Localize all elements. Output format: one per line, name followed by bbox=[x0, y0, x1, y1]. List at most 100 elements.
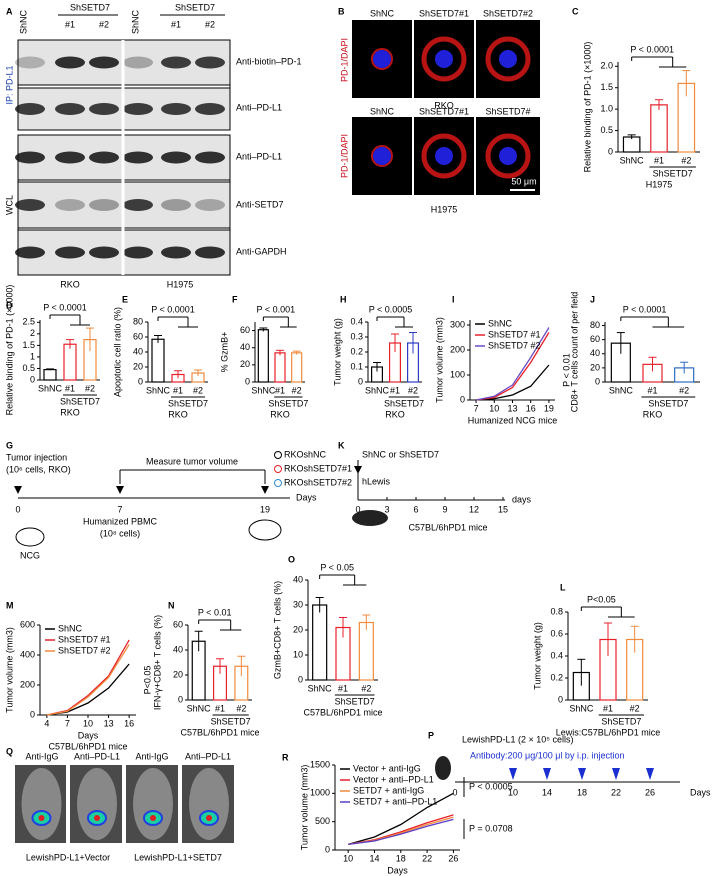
x-tick-label: #1 bbox=[215, 703, 225, 713]
blot-band bbox=[161, 56, 191, 69]
nucleus bbox=[435, 50, 453, 68]
y-tick-label: 40 bbox=[240, 342, 250, 352]
y-tick-label: 1 bbox=[30, 351, 35, 361]
label: Anti-biotin–PD-1 bbox=[236, 56, 302, 66]
label: NCG bbox=[20, 550, 40, 560]
y-tick-label: 0 bbox=[138, 376, 143, 386]
x-tick-label: 13 bbox=[104, 718, 114, 728]
legend-label: Vector + anti-IgG bbox=[353, 763, 421, 773]
x-axis-label: Humanized NCG mice bbox=[468, 415, 558, 425]
blot-band bbox=[55, 199, 85, 211]
blot-band bbox=[195, 103, 225, 115]
x-tick-label: #1 bbox=[647, 385, 657, 395]
label: ShNC bbox=[130, 10, 140, 35]
x-tick-label: #2 bbox=[361, 683, 371, 693]
legend-label: SETD7 + anti–PD-L1 bbox=[353, 796, 437, 806]
label: 50 μm bbox=[511, 176, 536, 186]
x-tick-label: ShNC bbox=[609, 385, 634, 395]
mouse-body bbox=[133, 768, 173, 840]
x-tick-label: 13 bbox=[507, 403, 517, 413]
label: 0 bbox=[355, 504, 360, 514]
y-axis-label: Tumor weight (g) bbox=[332, 318, 342, 386]
label: 9 bbox=[442, 504, 447, 514]
x-tick-label: 14 bbox=[369, 853, 379, 863]
cell-membrane bbox=[485, 36, 531, 82]
blot-band bbox=[15, 246, 45, 259]
legend-label: SETD7 + anti-IgG bbox=[353, 785, 424, 795]
signal-core bbox=[150, 815, 156, 821]
label: (10⁶ cells, RKO) bbox=[6, 464, 71, 474]
sublabel: RKO bbox=[385, 409, 405, 419]
label: Anti-IgG bbox=[135, 751, 168, 761]
cell-membrane bbox=[371, 145, 393, 167]
panel-letter: P bbox=[428, 730, 434, 740]
blot-band bbox=[89, 56, 119, 69]
label: 19 bbox=[260, 504, 270, 514]
y-tick-label: 0 bbox=[460, 394, 465, 404]
y-tick-label: 0.6 bbox=[550, 628, 563, 638]
x-tick-label: ShNC bbox=[251, 385, 276, 395]
label: WCL bbox=[4, 195, 14, 215]
blot-band bbox=[15, 151, 45, 164]
bar bbox=[151, 338, 165, 383]
x-tick-label: #1 bbox=[338, 683, 348, 693]
label: 7 bbox=[117, 504, 122, 514]
sublabel: C57BL/6hPD1 mice bbox=[48, 741, 127, 751]
x-tick-label: #1 bbox=[654, 155, 664, 165]
y-tick-label: 300 bbox=[450, 319, 465, 329]
y-tick-label: 2.5 bbox=[22, 317, 35, 327]
injection-mark bbox=[646, 768, 654, 780]
panel-letter: D bbox=[6, 300, 13, 310]
label: Days bbox=[690, 787, 711, 797]
mouse bbox=[352, 510, 388, 526]
signal-core bbox=[94, 815, 100, 821]
panel-letter: M bbox=[6, 600, 14, 610]
blot-band bbox=[89, 199, 119, 211]
mouse bbox=[435, 756, 451, 780]
blot-band bbox=[123, 199, 153, 211]
label: RKOshNC bbox=[284, 449, 327, 459]
panel-letter: G bbox=[6, 440, 13, 450]
label: ShSETD7 bbox=[175, 2, 215, 12]
label: ShSETD7#2 bbox=[483, 8, 533, 18]
annotation: P < 0.0001 bbox=[623, 304, 667, 314]
legend-label: ShNC bbox=[58, 623, 83, 633]
y-axis-label: Relative binding of PD-1 (×1000) bbox=[582, 42, 592, 173]
x-tick-label: 22 bbox=[422, 853, 432, 863]
injection-mark bbox=[612, 768, 620, 780]
label: PD-1/DAPI bbox=[339, 38, 349, 82]
blot-band bbox=[195, 246, 225, 259]
x-tick-label: ShNC bbox=[365, 385, 390, 395]
arrow bbox=[261, 486, 269, 494]
y-tick-label: 20 bbox=[590, 362, 600, 372]
label: Anti–PD-L1 bbox=[236, 151, 282, 161]
sublabel: RKO bbox=[270, 409, 290, 419]
label: Anti–PD-L1 bbox=[236, 102, 282, 112]
x-tick-label: #1 bbox=[173, 385, 183, 395]
bar bbox=[291, 352, 303, 383]
annotation: P < 0.0005 bbox=[469, 781, 513, 791]
series-line bbox=[475, 327, 550, 401]
y-tick-label: 2.0 bbox=[600, 61, 613, 71]
y-tick-label: 1.5 bbox=[22, 340, 35, 350]
mouse bbox=[15, 527, 45, 547]
annotation: P = 0.0708 bbox=[469, 823, 513, 833]
annotation: P<0.05 bbox=[587, 594, 616, 604]
panel-letter: A bbox=[6, 6, 13, 16]
legend-label: ShSETD7 #1 bbox=[488, 329, 541, 339]
y-tick-label: 0.2 bbox=[350, 346, 363, 356]
group-label: ShSETD7 bbox=[168, 398, 208, 408]
label: RKO bbox=[60, 279, 80, 289]
y-tick-label: 60 bbox=[133, 331, 143, 341]
label: #2 bbox=[205, 19, 215, 29]
panel-letter: I bbox=[452, 294, 455, 304]
y-tick-label: 0 bbox=[358, 376, 363, 386]
label: Anti–PD-L1 bbox=[185, 751, 231, 761]
y-tick-label: 400 bbox=[20, 649, 35, 659]
label: ShSETD7# bbox=[485, 106, 530, 116]
y-tick-label: 1000 bbox=[310, 788, 330, 798]
y-tick-label: 0.2 bbox=[550, 672, 563, 682]
group-label: ShSETD7 bbox=[211, 716, 251, 726]
label: hLewis bbox=[362, 476, 391, 486]
group-label: ShSETD7 bbox=[653, 168, 693, 178]
